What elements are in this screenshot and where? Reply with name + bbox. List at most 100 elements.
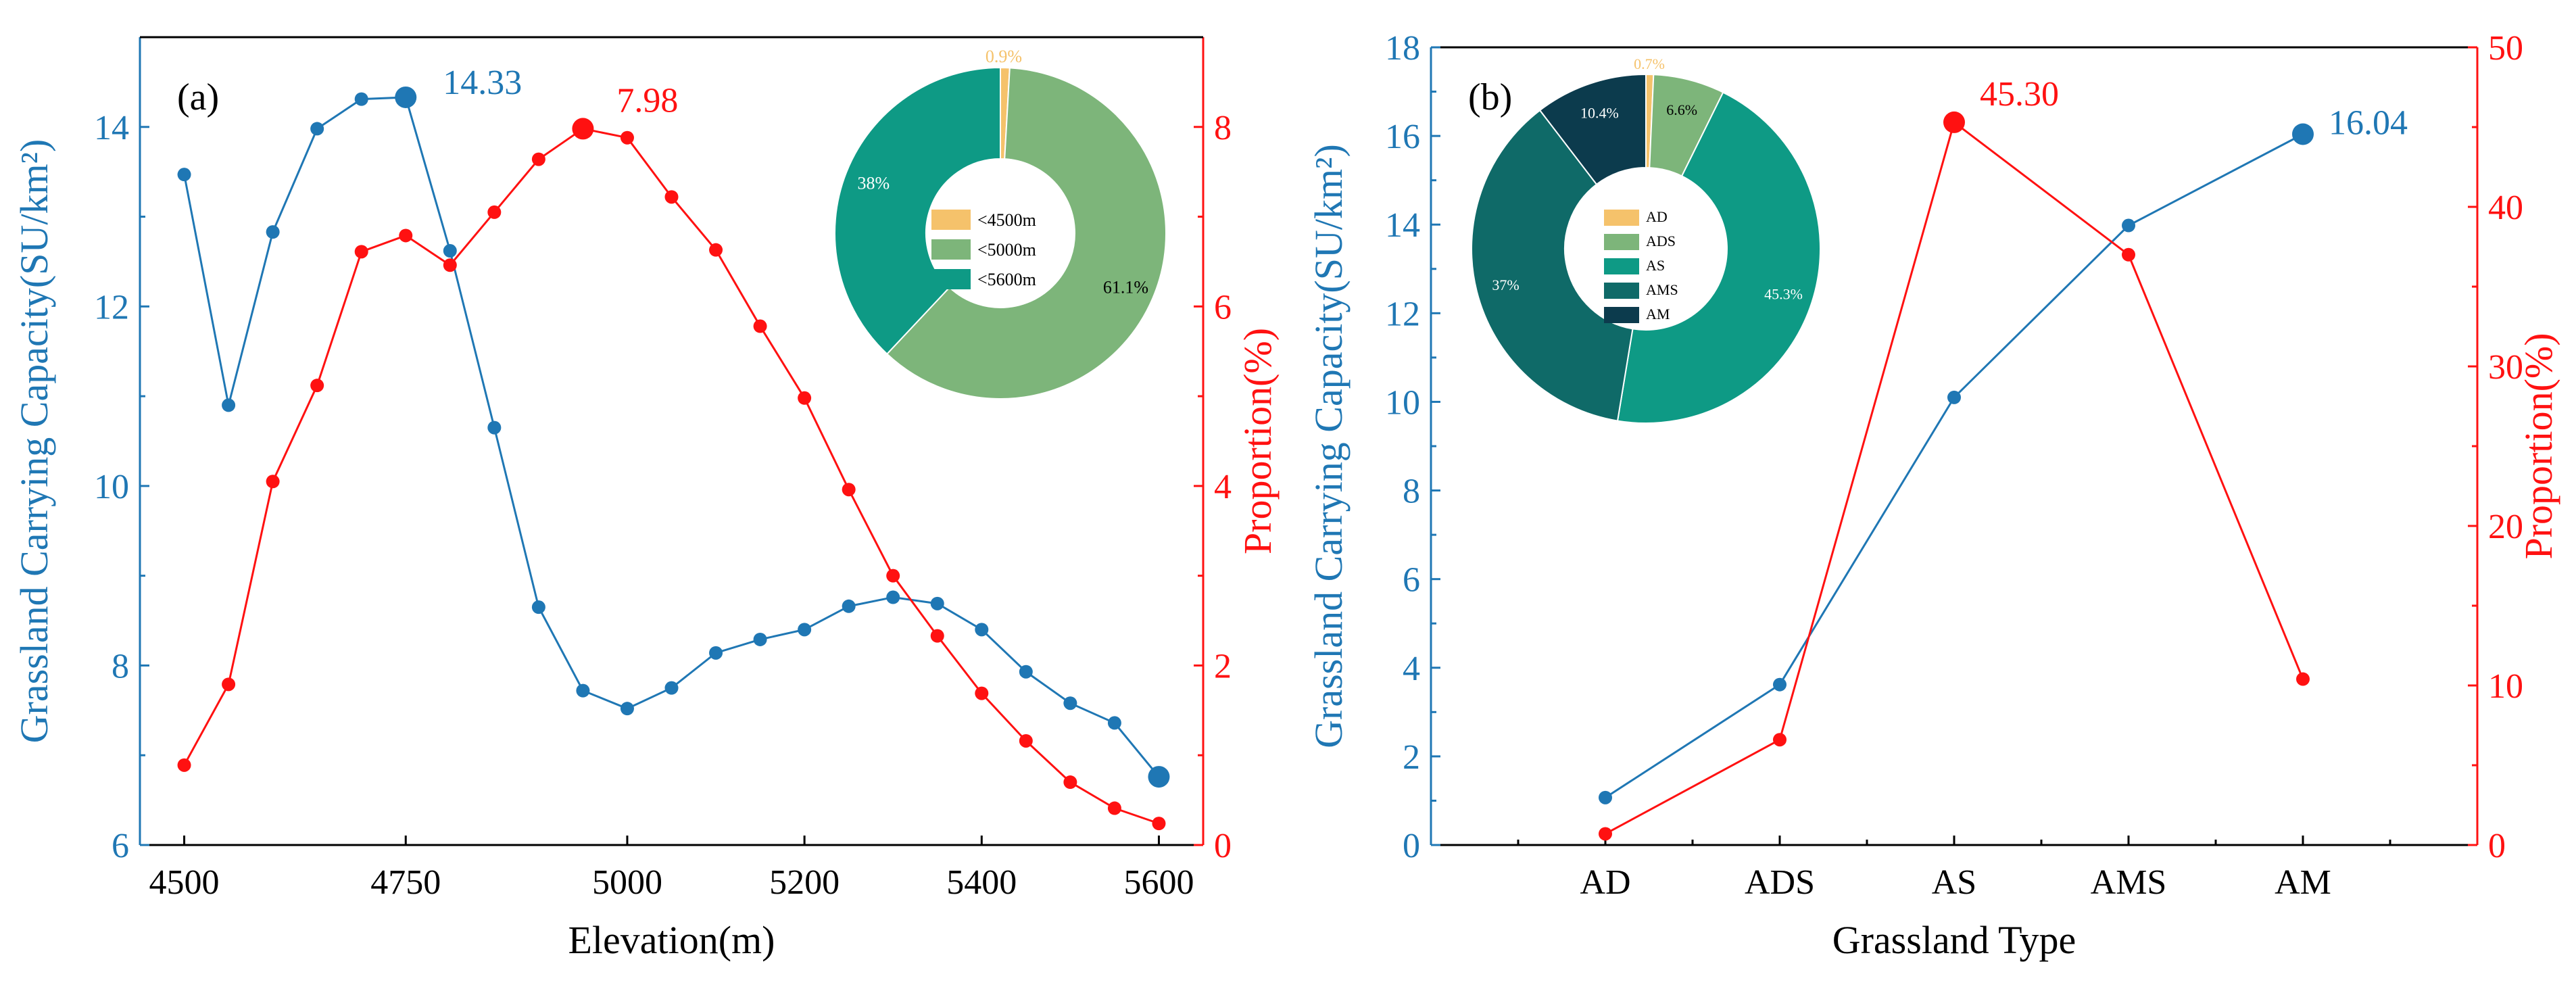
pie-slice-label: 0.7% [1634, 55, 1665, 72]
left-tick-label: 18 [1385, 29, 1420, 68]
pie-slice-label: 45.3% [1764, 285, 1803, 302]
x-tick-label: 5200 [769, 863, 840, 902]
proportion-point [222, 677, 236, 692]
capacity-point [930, 596, 944, 610]
left-tick-label: 6 [112, 827, 129, 865]
x-tick-label: AM [2275, 863, 2331, 902]
capacity-point [1773, 677, 1787, 692]
pie-legend-swatch [931, 239, 971, 260]
x-tick-label: 4750 [370, 863, 441, 902]
pie-legend-swatch [1604, 210, 1639, 226]
capacity-point [222, 398, 236, 412]
proportion-point [842, 483, 856, 497]
capacity-point [798, 623, 812, 637]
capacity-point [2122, 218, 2135, 233]
series-line-proportion [1605, 120, 2304, 835]
pie-slice-label: 38% [858, 174, 890, 193]
pie-slice [1471, 109, 1634, 422]
right-tick-label: 0 [1214, 827, 1232, 865]
pie-slice-label: 37% [1492, 276, 1519, 293]
right-tick-label: 50 [2488, 29, 2523, 68]
proportion-point [886, 569, 900, 583]
left-tick-label: 0 [1403, 827, 1420, 865]
proportion-point [1152, 817, 1166, 831]
left-tick-label: 8 [112, 647, 129, 685]
capacity-point [1107, 716, 1121, 730]
proportion-point [1599, 827, 1612, 841]
pie-legend-label: AM [1646, 306, 1670, 322]
pie-slice-label: 10.4% [1580, 104, 1619, 121]
right-tick-label: 6 [1214, 288, 1232, 327]
capacity-point [1947, 390, 1961, 404]
left-tick-label: 8 [1403, 473, 1420, 511]
capacity-point [354, 92, 368, 106]
proportion-point [930, 629, 944, 643]
proportion-point [487, 205, 502, 219]
proportion-point [1107, 801, 1121, 815]
left-tick-label: 6 [1403, 561, 1420, 600]
panel-label: (a) [177, 76, 219, 118]
peak-annotation: 45.30 [1980, 75, 2059, 114]
series-line-proportion [183, 127, 1159, 825]
capacity-point [177, 168, 191, 182]
peak-annotation: 16.04 [2329, 103, 2408, 142]
left-tick-label: 16 [1385, 118, 1420, 156]
pie-slice-label: 0.9% [986, 47, 1022, 66]
x-tick-label: AMS [2091, 863, 2167, 902]
proportion-point [177, 758, 191, 772]
pie-legend-swatch [931, 210, 971, 230]
left-tick-label: 14 [94, 109, 129, 147]
pie-legend-swatch [931, 269, 971, 289]
proportion-point [620, 130, 634, 145]
pie-legend-label: AMS [1646, 281, 1678, 298]
x-tick-label: 4500 [149, 863, 220, 902]
left-tick-label: 4 [1403, 650, 1420, 688]
panel-a: 6 8 10 12 14 0 2 4 6 8 4500 4750 5000 5200 5400 5600 Gra… [12, 36, 1280, 962]
y-axis-title: Grassland Carrying Capacity(SU/km²) [1307, 144, 1351, 748]
capacity-point [531, 600, 545, 614]
proportion-point [531, 152, 545, 166]
x-tick-label: ADS [1745, 863, 1815, 902]
right-tick-label: 20 [2488, 508, 2523, 546]
capacity-point [1019, 665, 1033, 679]
capacity-point [886, 590, 900, 604]
pie-slice-label: 6.6% [1666, 101, 1697, 118]
capacity-point [1063, 696, 1077, 710]
panel-b: 0 2 4 6 8 10 12 14 16 18 0 10 20 30 40 50 AD ADS AS AMS AM Gr… [1307, 29, 2560, 962]
right-tick-label: 4 [1214, 468, 1232, 506]
right-tick-label: 10 [2488, 667, 2523, 706]
pie-slice [1616, 91, 1821, 424]
proportion-point [443, 258, 457, 272]
pie-legend-swatch [1604, 258, 1639, 274]
x-axis-title: Grassland Type [1832, 918, 2076, 962]
capacity-point [975, 623, 989, 637]
left-tick-label: 12 [94, 288, 129, 327]
pie-legend-swatch [1604, 307, 1639, 323]
pie-legend-label: AD [1646, 208, 1668, 225]
capacity-point [620, 702, 634, 716]
y2-axis-title: Proportion(%) [1236, 328, 1280, 554]
capacity-point [2292, 123, 2314, 145]
pie-legend-label: <5000m [977, 240, 1036, 260]
proportion-point [310, 379, 324, 393]
right-tick-label: 40 [2488, 189, 2523, 227]
capacity-point [443, 244, 457, 258]
capacity-point [395, 86, 417, 108]
capacity-point [709, 646, 723, 660]
proportion-point [1943, 111, 1965, 133]
pie-legend-label: <5600m [977, 270, 1036, 289]
proportion-point [1773, 733, 1787, 747]
series-line-capacity [1605, 133, 2304, 799]
capacity-point [1148, 766, 1170, 788]
proportion-point [664, 190, 679, 204]
capacity-point [842, 599, 856, 613]
x-tick-label: AD [1580, 863, 1630, 902]
pie-slice [834, 66, 1001, 356]
proportion-point [1019, 733, 1033, 748]
left-tick-label: 12 [1385, 295, 1420, 333]
x-tick-label: AS [1932, 863, 1976, 902]
capacity-point [753, 632, 767, 646]
right-tick-label: 8 [1214, 109, 1232, 147]
proportion-point [354, 245, 368, 259]
